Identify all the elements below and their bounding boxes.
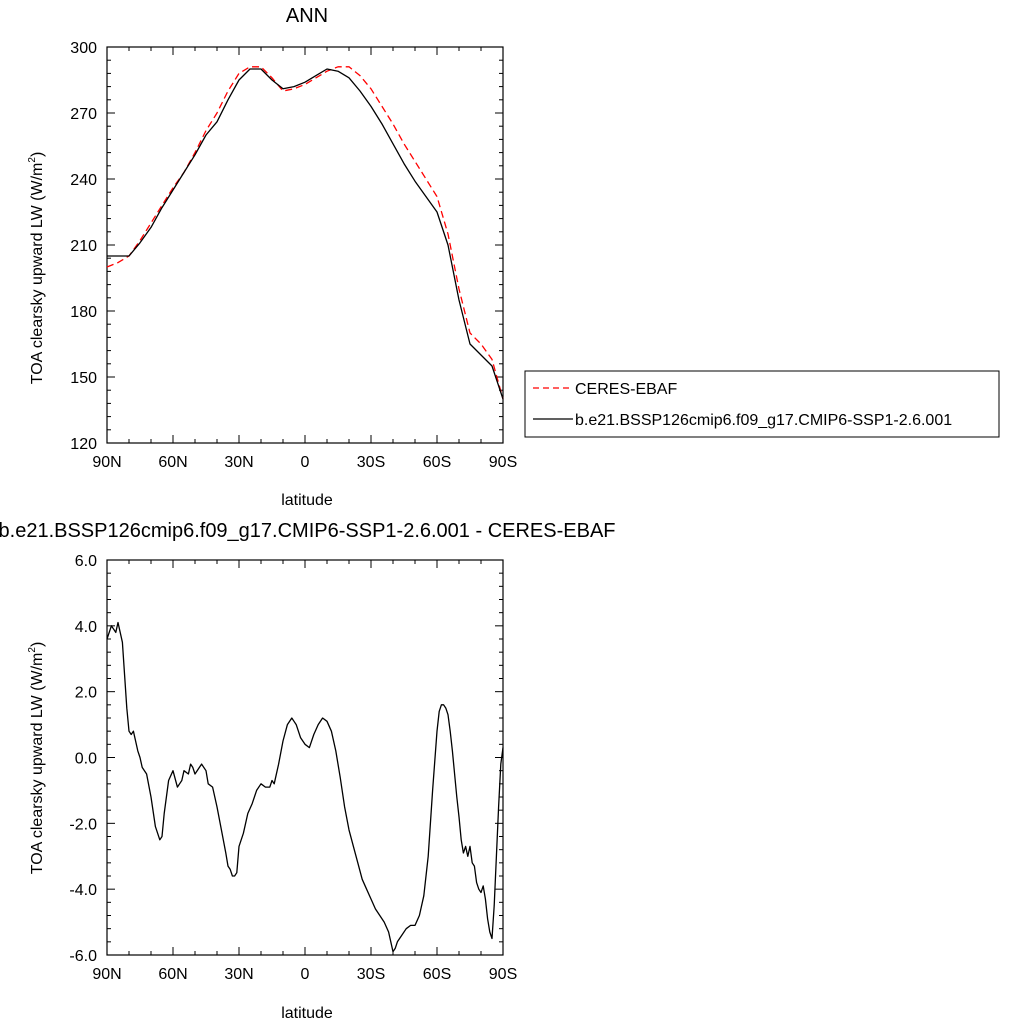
top-title: ANN — [286, 5, 328, 27]
top-frame — [106, 46, 504, 444]
bottom-ytick-label: 0.0 — [75, 751, 97, 768]
top-ytick-label: 210 — [70, 238, 97, 255]
bottom-panel: b.e21.BSSP126cmip6.f09_g17.CMIP6-SSP1-2.… — [0, 520, 615, 1022]
bottom-frame — [106, 559, 504, 956]
top-xlabel: latitude — [281, 492, 333, 509]
bottom-ytick-label: 4.0 — [75, 619, 97, 636]
top-ylabel-sup: 2 — [27, 157, 38, 163]
bottom-ytick-label: 6.0 — [75, 553, 97, 570]
top-ylabel: TOA clearsky upward LW (W/m2) — [27, 152, 46, 385]
bottom-ylabel-end: ) — [29, 642, 46, 647]
legend-label-ceres: CERES-EBAF — [575, 381, 677, 398]
top-ytick-label: 270 — [70, 106, 97, 123]
top-xtick-label: 90S — [489, 454, 517, 471]
top-xtick-label: 60N — [158, 454, 187, 471]
bottom-series — [106, 621, 504, 953]
top-xtick-label: 30N — [224, 454, 253, 471]
legend: CERES-EBAF b.e21.BSSP126cmip6.f09_g17.CM… — [524, 370, 1000, 438]
bottom-xtick-label: 60S — [423, 966, 451, 983]
top-ytick-label: 180 — [70, 304, 97, 321]
top-xtick-label: 30S — [357, 454, 385, 471]
bottom-ytick-label: -6.0 — [69, 948, 97, 965]
bottom-xtick-label: 90S — [489, 966, 517, 983]
top-ytick-label: 150 — [70, 370, 97, 387]
bottom-series-line-0 — [106, 621, 504, 953]
bottom-ytick-label: 2.0 — [75, 685, 97, 702]
bottom-xtick-label: 0 — [301, 966, 310, 983]
top-ytick-label: 240 — [70, 172, 97, 189]
bottom-ylabel: TOA clearsky upward LW (W/m2) — [27, 642, 46, 875]
legend-box — [524, 370, 1000, 438]
top-axes: 90N 60N 30N 0 30S 60S 90S 120 150 180 210 240 270 300 — [70, 40, 517, 471]
bottom-xtick-label: 30N — [224, 966, 253, 983]
bottom-xlabel: latitude — [281, 1005, 333, 1022]
bottom-ylabel-sup: 2 — [27, 647, 38, 653]
top-ytick-label: 120 — [70, 436, 97, 453]
top-series — [106, 66, 504, 400]
bottom-xtick-label: 90N — [92, 966, 121, 983]
bottom-ylabel-main: TOA clearsky upward LW (W/m — [29, 653, 46, 875]
bottom-axes: 90N 60N 30N 0 30S 60S 90S -6.0 -4.0 -2.0 0.0 2.0 4.0… — [69, 553, 517, 983]
top-xtick-label: 0 — [301, 454, 310, 471]
top-xtick-label: 90N — [92, 454, 121, 471]
bottom-ytick-label: -2.0 — [69, 816, 97, 833]
bottom-title: b.e21.BSSP126cmip6.f09_g17.CMIP6-SSP1-2.… — [0, 520, 615, 542]
top-ylabel-end: ) — [29, 152, 46, 157]
bottom-xtick-label: 60N — [158, 966, 187, 983]
top-series-line-0 — [106, 66, 504, 400]
top-xtick-label: 60S — [423, 454, 451, 471]
legend-label-model: b.e21.BSSP126cmip6.f09_g17.CMIP6-SSP1-2.… — [575, 412, 952, 429]
bottom-ytick-label: -4.0 — [69, 882, 97, 899]
top-panel: ANN 90N 60N 30N 0 30S 60S 90S 120 150 180 210 240 27… — [27, 5, 517, 509]
top-ylabel-main: TOA clearsky upward LW (W/m — [29, 163, 46, 385]
bottom-xtick-label: 30S — [357, 966, 385, 983]
top-series-line-1 — [107, 68, 504, 400]
top-ytick-label: 300 — [70, 40, 97, 57]
